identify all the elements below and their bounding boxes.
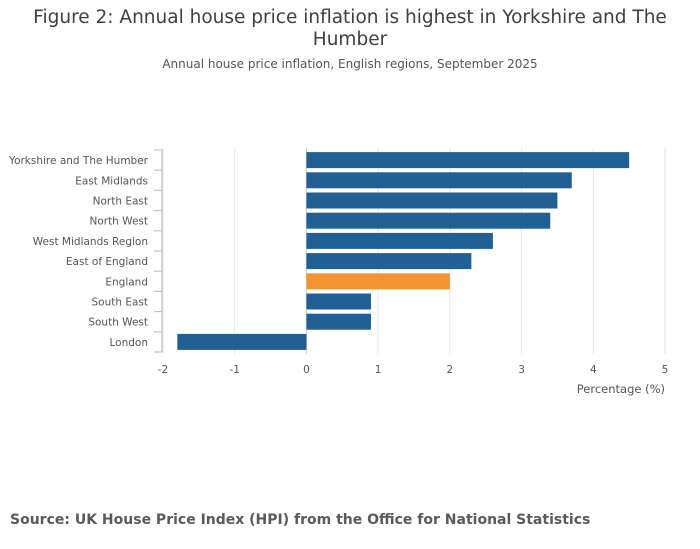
x-tick-label: -1 xyxy=(229,364,239,376)
category-label: England xyxy=(105,276,148,288)
x-axis-label: Percentage (%) xyxy=(577,382,665,396)
x-tick-label: 0 xyxy=(303,364,310,376)
category-label: East of England xyxy=(66,256,148,268)
bar xyxy=(306,232,493,249)
bar xyxy=(306,172,572,189)
bar xyxy=(306,253,472,270)
x-tick-label: 2 xyxy=(447,364,454,376)
category-labels: Yorkshire and The Humber East Midlands Nor… xyxy=(8,155,149,349)
category-label: North East xyxy=(93,196,148,208)
category-label: London xyxy=(110,337,149,349)
bar xyxy=(306,313,371,330)
x-tick-label: -2 xyxy=(158,364,168,376)
category-label: South West xyxy=(88,317,148,329)
x-tick-label: 4 xyxy=(590,364,597,376)
category-label: East Midlands xyxy=(75,175,148,187)
x-tick-label: 5 xyxy=(662,364,669,376)
category-label: Yorkshire and The Humber xyxy=(8,155,149,167)
x-axis-ticks: -2 -1 0 1 2 3 4 5 xyxy=(158,364,669,376)
bar xyxy=(306,273,450,290)
chart-title: Figure 2: Annual house price inflation i… xyxy=(33,7,667,50)
bar xyxy=(306,293,371,310)
chart-subtitle: Annual house price inflation, English re… xyxy=(162,57,538,71)
category-label: North West xyxy=(89,216,148,228)
bar xyxy=(306,152,630,169)
category-label: South East xyxy=(91,297,148,309)
bar xyxy=(177,333,307,350)
y-axis xyxy=(154,149,163,353)
source-note: Source: UK House Price Index (HPI) from … xyxy=(10,512,591,528)
bar xyxy=(306,192,558,209)
bars xyxy=(177,152,630,350)
bar-chart: Yorkshire and The Humber East Midlands Nor… xyxy=(8,148,669,396)
category-label: West Midlands Region xyxy=(33,236,148,248)
x-tick-label: 1 xyxy=(375,364,382,376)
x-tick-label: 3 xyxy=(518,364,525,376)
bar xyxy=(306,212,551,229)
